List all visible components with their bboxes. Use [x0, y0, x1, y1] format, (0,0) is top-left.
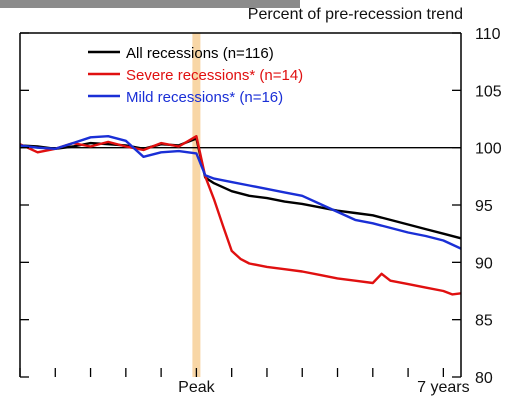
y-tick-label: 100 — [475, 141, 502, 158]
peak-band — [192, 33, 201, 377]
y-axis-label: Percent of pre-recession trend — [247, 6, 463, 23]
y-tick-label: 90 — [475, 255, 493, 272]
background-layer — [20, 33, 461, 377]
y-tick-label: 85 — [475, 313, 493, 330]
y-tick-label: 110 — [475, 26, 501, 43]
y-tick-label: 95 — [475, 198, 493, 215]
legend-label-0: All recessions (n=116) — [126, 45, 274, 62]
y-tick-label: 105 — [475, 83, 502, 100]
series-line-1 — [19, 135, 462, 296]
x-tick-label: Peak — [178, 379, 215, 396]
series-layer — [19, 135, 462, 296]
legend-label-1: Severe recessions* (n=14) — [126, 67, 303, 84]
cropped-title-strip — [0, 0, 300, 8]
axis-layer: 80 85 90 95 100 105 110 Peak 7 years — [19, 26, 502, 396]
y-tick-label: 80 — [475, 370, 493, 387]
x-tick-label: 7 years — [417, 379, 469, 396]
series-line-2 — [19, 135, 462, 250]
series-line-0 — [19, 137, 462, 240]
legend-layer: All recessions (n=116) Severe recessions*… — [88, 45, 303, 106]
legend-label-2: Mild recessions* (n=16) — [126, 89, 283, 106]
